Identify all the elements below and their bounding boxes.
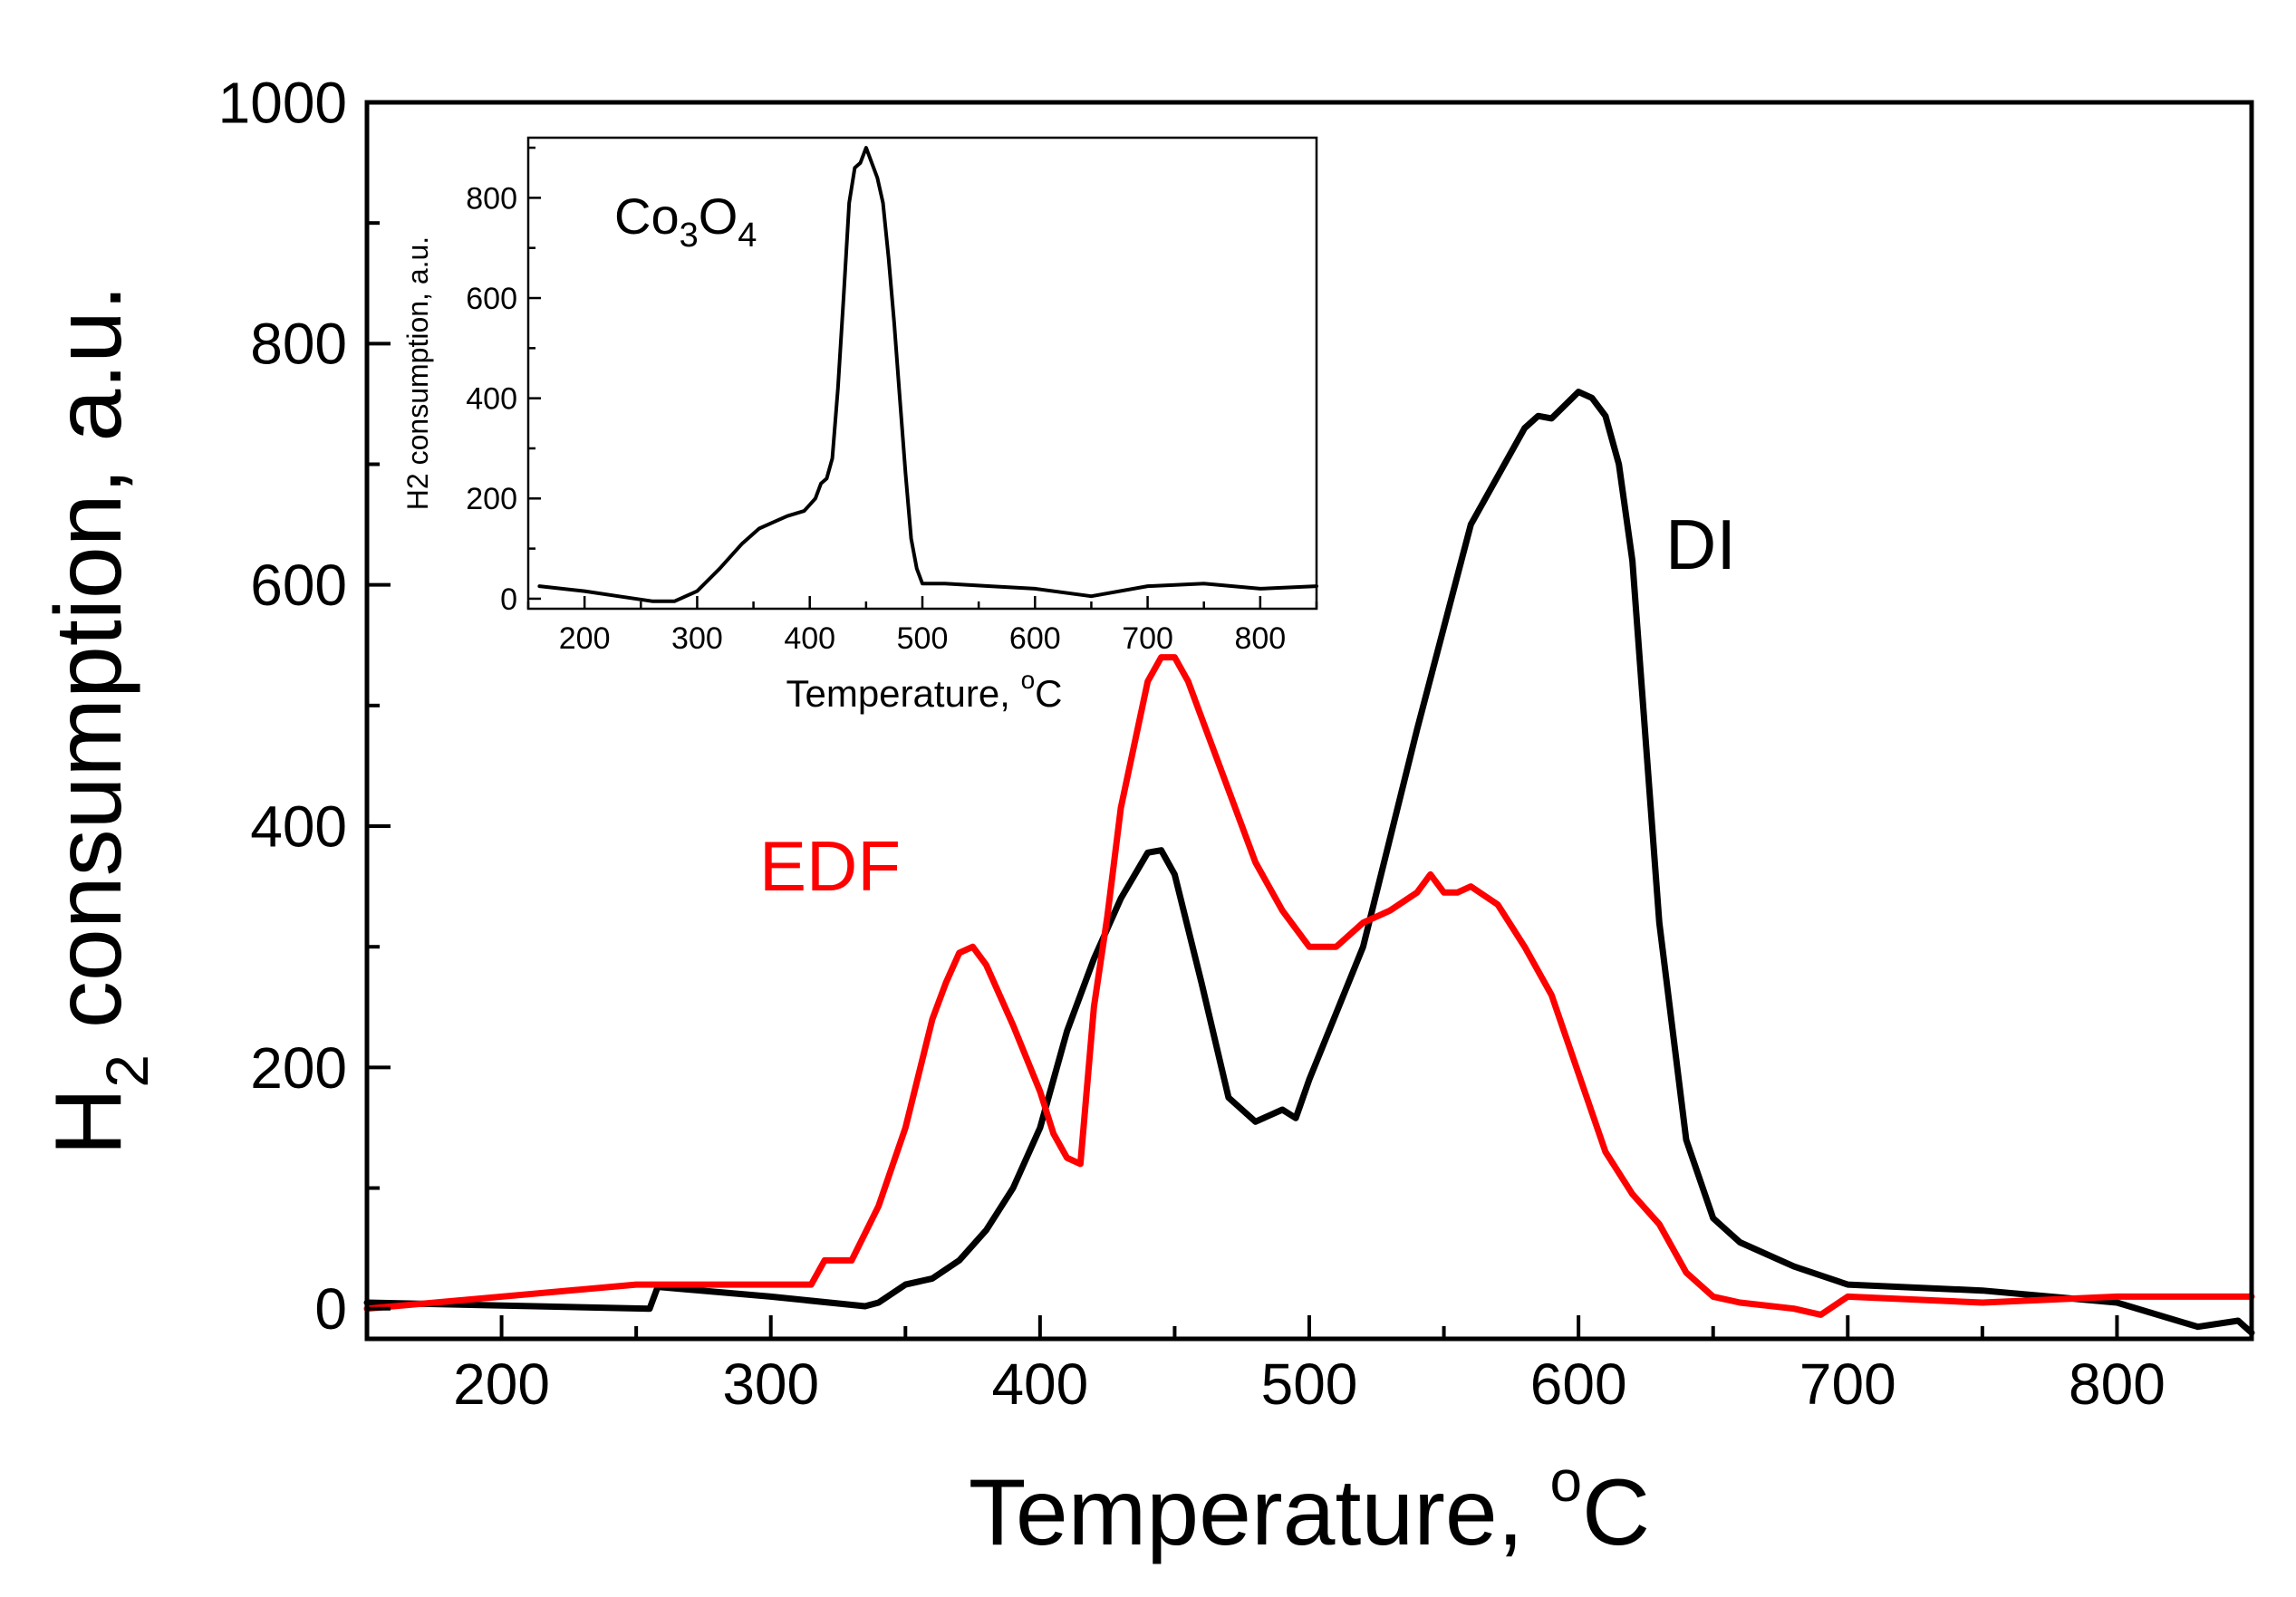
y-tick-label: 0 (500, 582, 517, 617)
inset-x-ticks (526, 596, 1318, 609)
main-plot: 200 300 400 500 600 700 800 02004006008001000 … (36, 70, 2255, 1565)
y-tick-label: 1000 (218, 70, 347, 135)
y-tick-label: 0 (314, 1276, 347, 1342)
main-x-ticks (365, 1315, 2253, 1339)
y-tick-label: 400 (466, 382, 517, 417)
x-tick-label: 400 (991, 1352, 1088, 1417)
x-tick-label: 500 (897, 621, 949, 656)
x-tick-label: 500 (1261, 1352, 1358, 1417)
y-tick-label: 800 (466, 181, 517, 216)
series-line-di (363, 389, 2255, 1336)
inset-y-ticks (528, 146, 541, 601)
y-tick-label: 200 (466, 482, 517, 516)
x-tick-label: 300 (722, 1352, 819, 1417)
edf-series-annotation: EDF (759, 826, 901, 906)
inset-y-tick-labels: 0 200 400 600 800 (466, 181, 517, 617)
inset-y-axis-label: H2 consumption, a.u. (401, 236, 434, 510)
main-y-tick-labels: 0 200 400 600 800 1000 (218, 70, 347, 1342)
series-line-edf (363, 654, 2255, 1318)
inset-curves (537, 146, 1318, 603)
main-curves (363, 389, 2255, 1336)
x-tick-label: 700 (1799, 1352, 1896, 1417)
x-tick-label: 200 (559, 621, 611, 656)
x-tick-label: 600 (1530, 1352, 1627, 1417)
di-series-annotation: DI (1665, 505, 1736, 584)
inset-plot: 200 300 400 500 600 700 800 0 200 400 600 800 Co3O… (401, 136, 1318, 715)
inset-x-axis-label: Temperature, oC (786, 666, 1062, 715)
series-line-co3o4 (537, 146, 1318, 603)
inset-background (528, 138, 1317, 609)
inset-x-tick-labels: 200 300 400 500 600 700 800 (559, 621, 1286, 656)
y-tick-label: 600 (250, 553, 347, 618)
y-tick-label: 800 (250, 312, 347, 377)
main-y-axis-label: H2 consumption, a.u. (36, 284, 160, 1156)
y-tick-label: 400 (250, 794, 347, 859)
x-tick-label: 300 (671, 621, 723, 656)
main-x-tick-labels: 200 300 400 500 600 700 800 (453, 1352, 2166, 1417)
x-tick-label: 800 (2069, 1352, 2166, 1417)
x-tick-label: 800 (1234, 621, 1286, 656)
x-tick-label: 700 (1122, 621, 1173, 656)
inset-title: Co3O4 (614, 188, 757, 255)
x-tick-label: 600 (1009, 621, 1061, 656)
main-x-axis-label: Temperature, oC (969, 1448, 1650, 1565)
y-tick-label: 200 (250, 1035, 347, 1101)
x-tick-label: 400 (784, 621, 835, 656)
main-y-ticks (367, 101, 391, 1311)
x-tick-label: 200 (453, 1352, 550, 1417)
y-tick-label: 600 (466, 282, 517, 316)
